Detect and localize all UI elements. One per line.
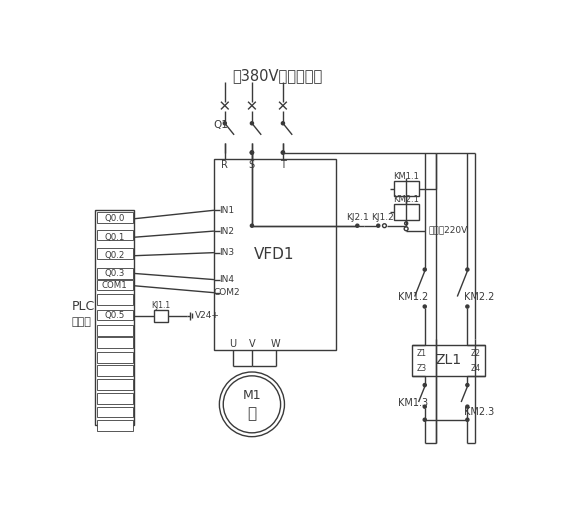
Bar (97, 337, 133, 348)
Circle shape (466, 418, 469, 421)
Bar (97, 280, 133, 290)
Circle shape (404, 222, 408, 225)
Circle shape (383, 224, 387, 228)
Text: Q0.3: Q0.3 (104, 269, 125, 278)
Text: S: S (249, 160, 255, 170)
Text: KM1.1: KM1.1 (393, 172, 419, 181)
Text: U: U (229, 339, 236, 350)
Circle shape (423, 418, 426, 421)
Text: KM2.3: KM2.3 (464, 407, 494, 417)
Text: Q0.5: Q0.5 (104, 311, 125, 320)
Circle shape (466, 268, 469, 271)
Text: PLC: PLC (72, 300, 95, 313)
Text: T: T (280, 160, 286, 170)
Text: IN4: IN4 (220, 275, 235, 284)
Text: Z4: Z4 (470, 364, 481, 373)
Bar (97, 309, 133, 320)
Circle shape (282, 151, 284, 154)
Bar (97, 393, 133, 403)
Text: V24+: V24+ (194, 311, 219, 320)
Text: VFD1: VFD1 (254, 247, 295, 262)
Bar (154, 309, 168, 322)
Circle shape (356, 224, 359, 227)
Text: KJ1.2: KJ1.2 (372, 213, 394, 223)
Circle shape (404, 227, 408, 231)
Bar (97, 407, 133, 417)
Circle shape (466, 405, 469, 408)
Bar (97, 230, 133, 241)
Text: Q0.1: Q0.1 (104, 233, 125, 242)
Circle shape (250, 224, 253, 227)
Text: V: V (249, 339, 255, 350)
Bar (97, 268, 133, 279)
Text: Q1: Q1 (213, 120, 228, 130)
Circle shape (423, 383, 426, 387)
Text: ～交流220V: ～交流220V (429, 226, 468, 235)
Circle shape (466, 383, 469, 387)
Text: KM2.1: KM2.1 (393, 195, 419, 204)
Text: Q0.2: Q0.2 (104, 251, 125, 260)
Circle shape (423, 268, 426, 271)
Bar (97, 248, 133, 259)
Text: COM2: COM2 (214, 288, 241, 297)
Text: Z3: Z3 (416, 364, 426, 373)
Text: R: R (222, 160, 228, 170)
Bar (394, 181, 418, 196)
Text: ～: ～ (248, 406, 257, 421)
Text: ～380V三相交流电: ～380V三相交流电 (233, 68, 323, 83)
Text: Z1: Z1 (416, 349, 426, 358)
Circle shape (250, 122, 253, 125)
Text: Q0.0: Q0.0 (104, 214, 125, 223)
Text: IN2: IN2 (220, 227, 235, 235)
Bar (411, 345, 485, 376)
Bar (394, 204, 418, 219)
Circle shape (250, 151, 253, 154)
Bar (97, 365, 133, 376)
Text: W: W (271, 339, 281, 350)
Text: M1: M1 (242, 389, 261, 401)
Circle shape (377, 224, 380, 227)
Bar (97, 420, 133, 431)
Bar (97, 212, 133, 223)
Circle shape (423, 305, 426, 308)
Text: KM2.2: KM2.2 (464, 291, 494, 302)
Text: 控制器: 控制器 (72, 317, 91, 327)
Bar (214, 159, 336, 351)
Text: KM1.2: KM1.2 (398, 291, 428, 302)
Text: KM1.3: KM1.3 (398, 398, 428, 408)
Bar (95, 210, 134, 425)
Circle shape (466, 305, 469, 308)
Bar (97, 325, 133, 336)
Circle shape (423, 405, 426, 408)
Circle shape (250, 151, 253, 154)
Text: IN1: IN1 (220, 206, 235, 215)
Circle shape (250, 151, 253, 154)
Bar (97, 379, 133, 390)
Text: KJ1.1: KJ1.1 (152, 301, 171, 309)
Bar (97, 294, 133, 305)
Bar (97, 352, 133, 363)
Text: KJ2.1: KJ2.1 (346, 213, 369, 223)
Text: IN3: IN3 (220, 248, 235, 257)
Text: COM1: COM1 (102, 281, 128, 290)
Circle shape (282, 122, 284, 125)
Circle shape (223, 122, 226, 125)
Text: Z2: Z2 (471, 349, 481, 358)
Circle shape (282, 151, 284, 154)
Text: ZL1: ZL1 (435, 354, 461, 368)
